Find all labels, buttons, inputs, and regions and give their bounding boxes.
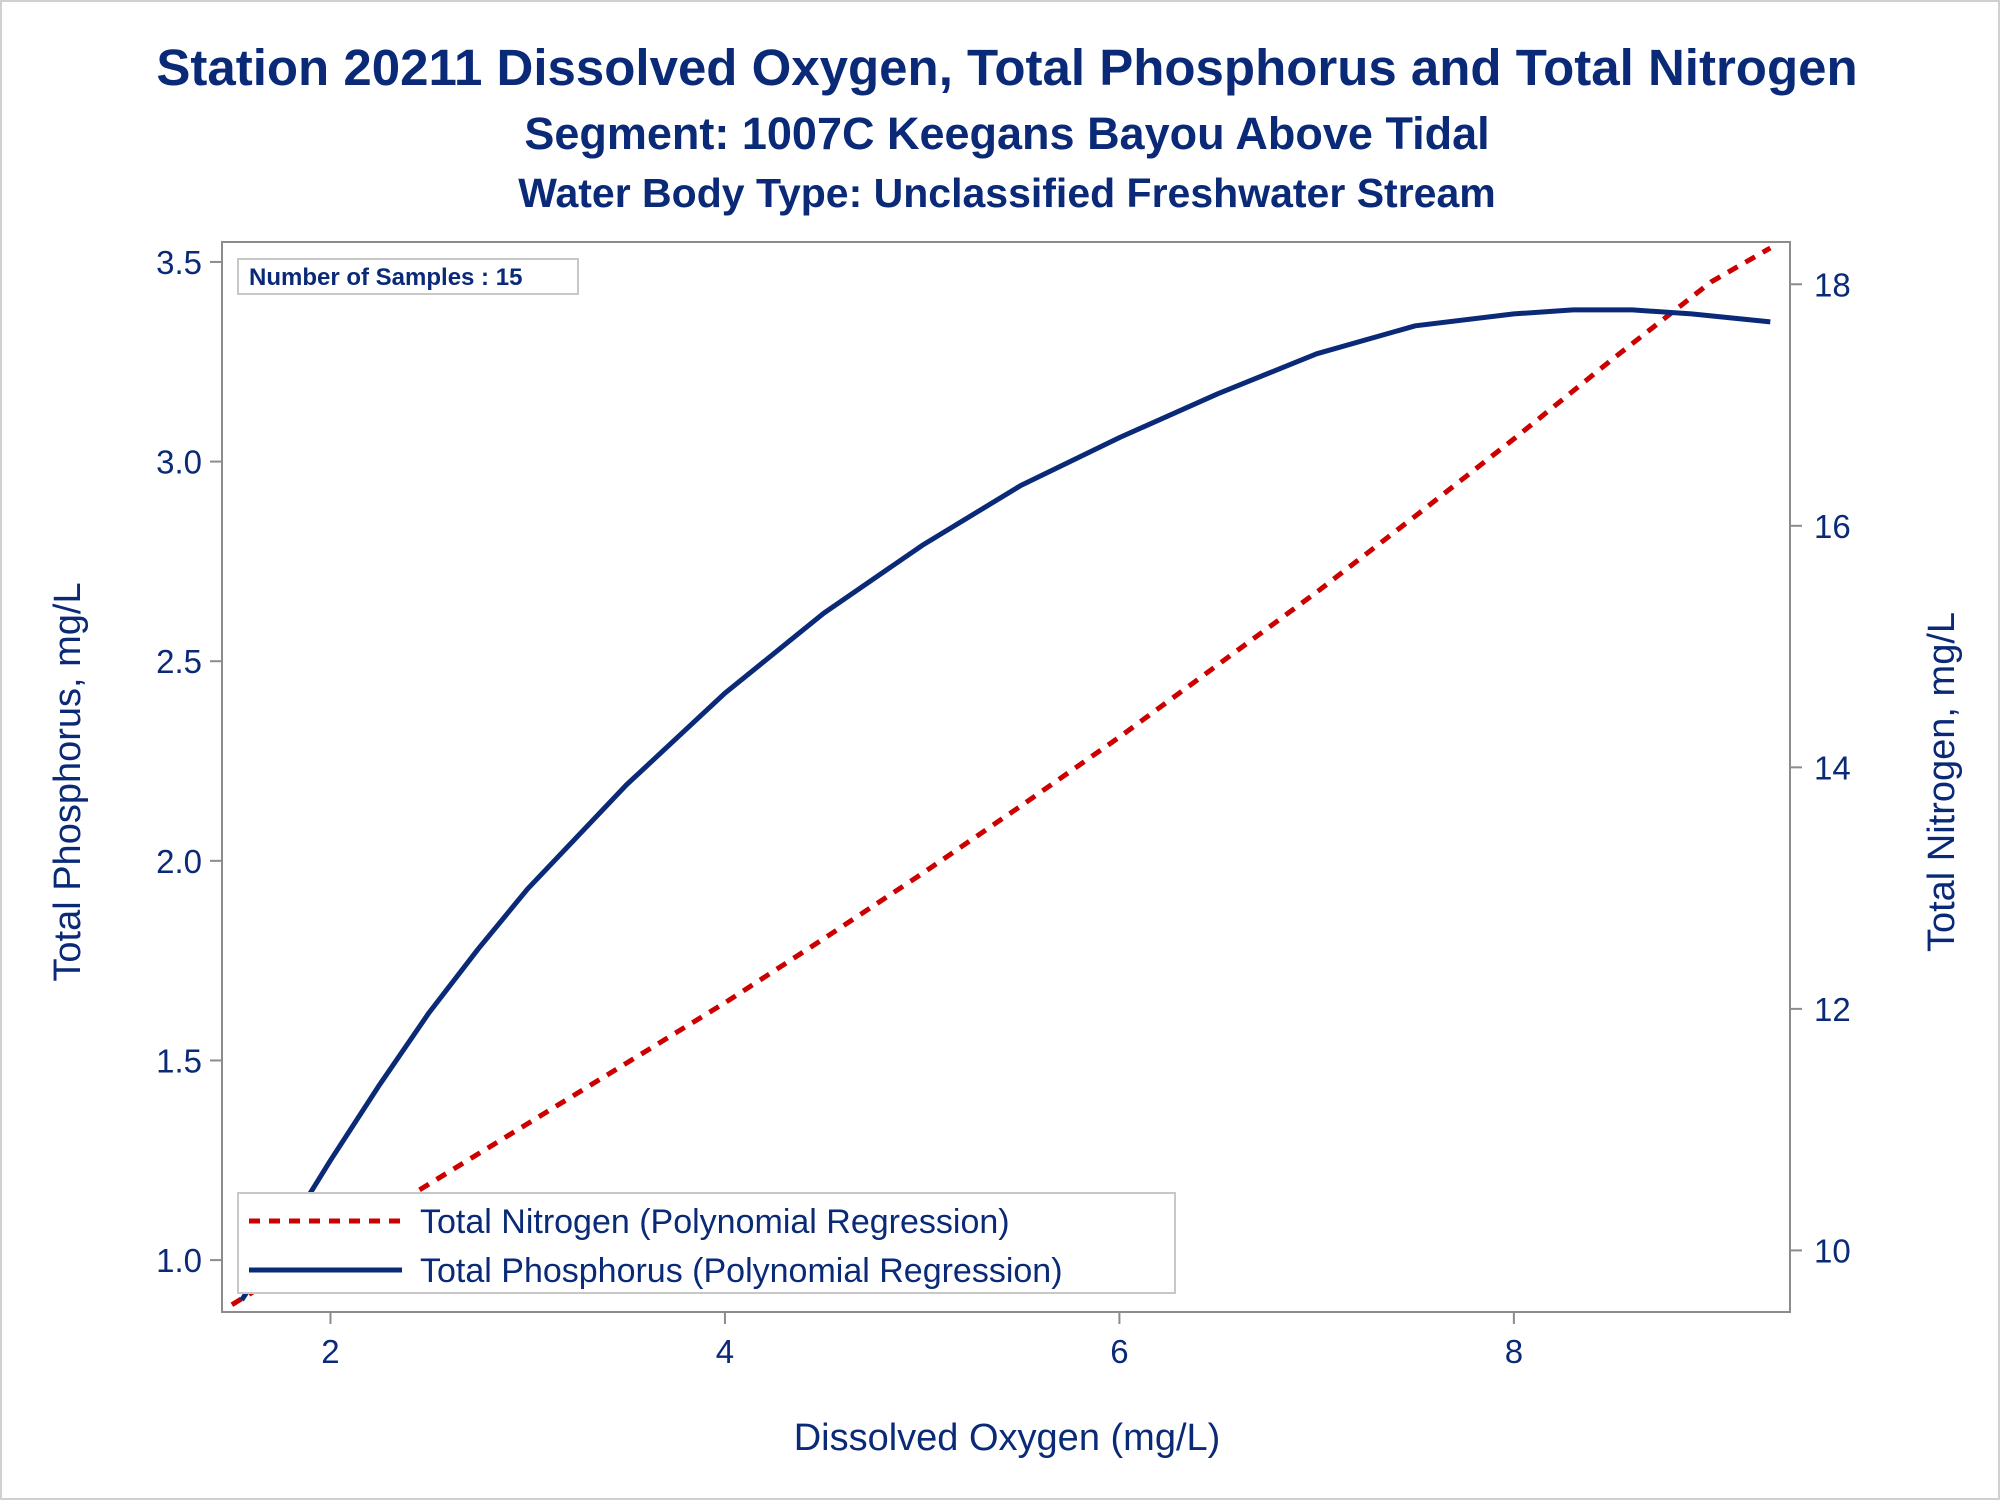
y-tick-label: 2.0 [156,843,202,880]
plot-area: 2 4 6 8 1.0 1.5 2.0 2.5 3.0 3.5 10 12 14 16 18 [156,241,1851,1370]
samples-inset-box [237,258,579,295]
x-tick-label: 6 [1110,1333,1128,1370]
legend-label-nitrogen: Total Nitrogen (Polynomial Regression) [420,1203,1010,1241]
x-tick-label: 8 [1505,1333,1523,1370]
series-line-nitrogen [230,245,1772,1307]
y2-tick-label: 14 [1814,749,1851,786]
y2-tick-label: 10 [1814,1232,1851,1269]
y2-tick-label: 12 [1814,991,1851,1028]
x-axis-label: Dissolved Oxygen (mg/L) [794,1417,1221,1459]
y2-tick-label: 18 [1814,266,1851,303]
legend-box [237,1192,1176,1294]
samples-inset: Number of Samples : 15 [237,258,579,295]
chart-subtitle-waterbody: Water Body Type: Unclassified Freshwater… [518,170,1495,216]
x-tick-label: 2 [321,1333,339,1370]
legend: Total Nitrogen (Polynomial Regression) T… [237,1192,1176,1294]
y2-axis-label: Total Nitrogen, mg/L [1921,612,1963,952]
legend-label-phosphorus: Total Phosphorus (Polynomial Regression) [420,1252,1063,1290]
series-line-phosphorus [239,307,1771,1302]
y-tick-label: 2.5 [156,643,202,680]
chart-title: Station 20211 Dissolved Oxygen, Total Ph… [156,39,1857,96]
y2-tick-label: 16 [1814,508,1851,545]
x-tick-label: 4 [716,1333,734,1370]
samples-inset-text: Number of Samples : 15 [249,264,522,291]
y-axis-label: Total Phosphorus, mg/L [47,582,89,981]
y-tick-label: 1.5 [156,1042,202,1079]
y-tick-label: 3.0 [156,444,202,481]
plot-frame [221,241,1791,1313]
y-tick-label: 3.5 [156,244,202,281]
y-tick-label: 1.0 [156,1242,202,1279]
chart-subtitle-segment: Segment: 1007C Keegans Bayou Above Tidal [524,108,1489,159]
